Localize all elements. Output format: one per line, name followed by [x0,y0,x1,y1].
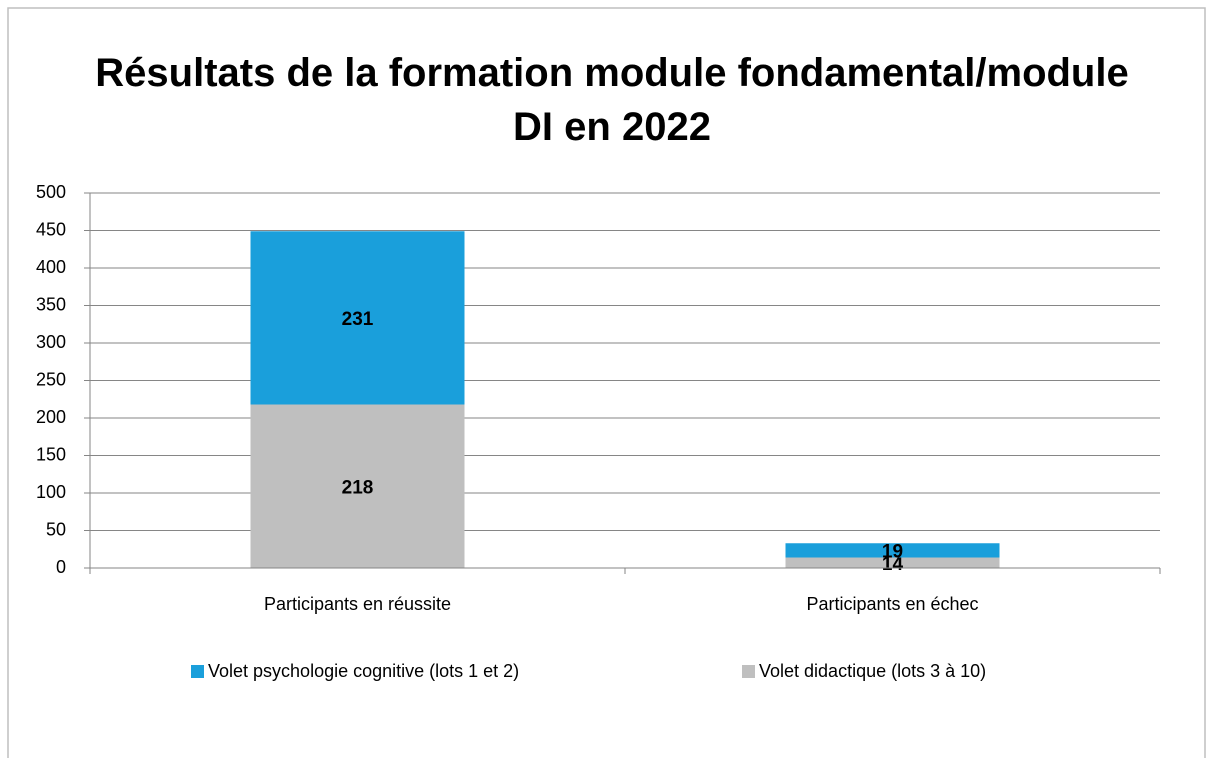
y-tick-label: 100 [36,482,66,502]
y-tick-label: 250 [36,369,66,389]
y-tick-label: 50 [46,519,66,539]
chart-title-text: Résultats de la formation module fondame… [95,51,1128,149]
chart-border [7,7,1206,758]
value-label: 218 [342,477,374,498]
y-tick-label: 500 [36,182,66,202]
y-tick-label: 150 [36,444,66,464]
legend-swatch [191,665,204,678]
bar-segment [785,557,1000,568]
bar-segment [250,404,465,568]
legend-swatch [742,665,755,678]
y-tick-label: 300 [36,332,66,352]
y-tick-label: 200 [36,407,66,427]
x-tick-label: Participants en échec [806,594,978,614]
bar-segment [785,543,1000,558]
value-label: 19 [882,541,903,562]
chart-title: Résultats de la formation module fondame… [95,51,1128,149]
y-tick-label: 400 [36,257,66,277]
value-label: 14 [882,554,904,575]
y-tick-label: 0 [56,557,66,577]
legend-label: Volet didactique (lots 3 à 10) [759,661,986,681]
y-tick-label: 450 [36,219,66,239]
bar-segment [250,231,465,405]
legend-label: Volet psychologie cognitive (lots 1 et 2… [208,661,519,681]
y-tick-label: 350 [36,294,66,314]
x-tick-label: Participants en réussite [264,594,451,614]
value-label: 231 [342,309,374,330]
